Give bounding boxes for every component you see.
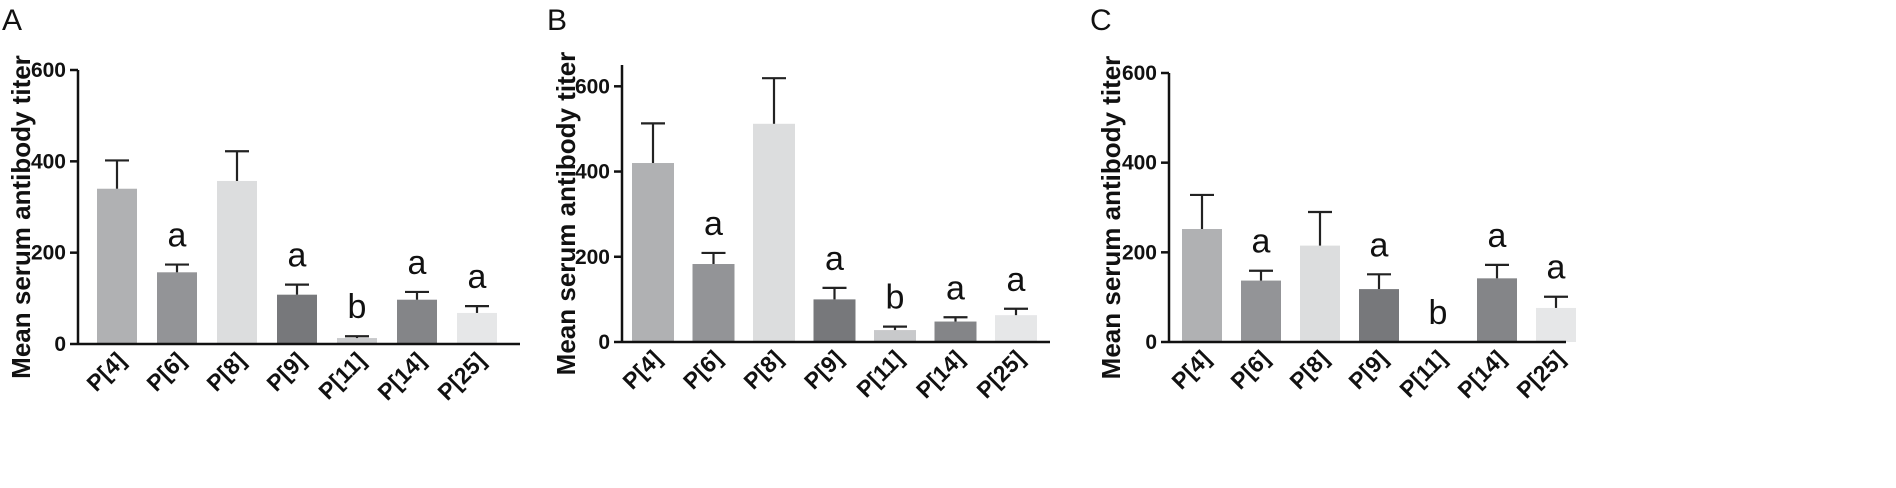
panel-a-xtick-5: P[11] [313,347,370,404]
panel-a-bar-7 [457,312,497,344]
panel-c-significance-6: a [1488,217,1507,255]
panel-b-bar-6 [934,321,977,342]
panel-a-ytick-400: 400 [31,150,66,173]
panel-b-significance-5: b [886,279,905,317]
panel-a-significance-4: a [288,237,307,275]
panel-a-ylabel: Mean serum antibody titer [6,55,36,379]
panel-b-significance-7: a [1007,261,1026,299]
panel-c-ytick-600: 600 [1122,62,1157,85]
panel-a-xtick-4: P[9] [261,347,310,396]
panel-c-significance-7: a [1547,249,1566,287]
panel-c-bar-1 [1182,229,1222,342]
panel-b-ytick-600: 600 [575,75,610,98]
panel-c-ylabel: Mean serum antibody titer [1096,56,1126,380]
panel-c-significance-4: a [1370,226,1389,264]
panel-b-ylabel: Mean serum antibody titer [551,52,581,376]
panel-c-xtick-2: P[6] [1225,345,1274,394]
panel-a-ytick-200: 200 [31,242,66,265]
panel-b-bar-4 [813,299,856,342]
panel-b-xtick-1: P[4] [617,345,666,394]
panel-c-xtick-3: P[8] [1284,345,1333,394]
panel-c-bar-3 [1300,245,1340,342]
panel-a-bar-2 [157,272,197,344]
panel-a-bar-4 [277,294,317,344]
panel-b-xtick-6: P[14] [911,345,969,403]
panel-c-significance-2: a [1252,223,1271,261]
panel-b-bar-7 [995,315,1037,342]
panel-a-bar-3 [217,180,257,344]
panel-a-significance-6: a [408,244,427,282]
panel-a-significance-5: b [348,288,367,326]
panel-c-xtick-7: P[25] [1511,345,1569,403]
panel-b-bar-2 [692,264,735,342]
panel-b-xtick-3: P[8] [738,345,787,394]
panel-a-ytick-0: 0 [54,333,66,356]
panel-b-significance-2: a [704,205,723,243]
panel-b-ytick-400: 400 [575,161,610,184]
panel-b-xtick-7: P[25] [971,345,1029,403]
panel-c-letter: C [1090,4,1112,37]
panel-a-xtick-3: P[8] [201,347,250,396]
panel-c-xtick-1: P[4] [1166,345,1215,394]
panel-b-ytick-200: 200 [575,246,610,269]
panel-c-bar-2 [1241,280,1281,342]
panel-a-xtick-1: P[4] [81,347,130,396]
panel-c-bar-6 [1477,278,1517,342]
panel-b-xtick-2: P[6] [678,345,727,394]
panel-b-bar-5 [874,330,916,342]
panel-b-bar-3 [753,123,795,342]
panel-c-ytick-400: 400 [1122,152,1157,175]
panel-c-xtick-5: P[11] [1394,345,1451,402]
panel-a-ytick-600: 600 [31,59,66,82]
panel-a-xtick-2: P[6] [141,347,190,396]
panel-a-significance-2: a [168,217,187,255]
panel-c-bar-4 [1359,289,1399,342]
panel-c-xtick-6: P[14] [1452,345,1510,403]
panel-b-xtick-4: P[9] [799,345,848,394]
panel-b-bar-1 [632,163,674,342]
panel-c-bar-7 [1536,307,1576,342]
panel-a-significance-7: a [468,258,487,296]
panel-c-significance-5: b [1429,294,1448,332]
panel-a-bar-6 [397,299,437,344]
panel-a-bar-5 [337,338,377,344]
panel-a-letter: A [2,4,22,37]
panel-c-ytick-200: 200 [1122,241,1157,264]
panel-b-significance-4: a [825,240,844,278]
panel-a-xtick-7: P[25] [432,347,490,405]
panel-a-xtick-6: P[14] [372,347,430,405]
panel-b-letter: B [547,4,567,37]
panel-b-xtick-5: P[11] [851,345,908,402]
panel-b-significance-6: a [946,269,965,307]
panel-c-xtick-4: P[9] [1343,345,1392,394]
panel-b-ytick-0: 0 [598,331,610,354]
panel-c-ytick-0: 0 [1145,331,1157,354]
panel-a-bar-1 [97,188,137,344]
